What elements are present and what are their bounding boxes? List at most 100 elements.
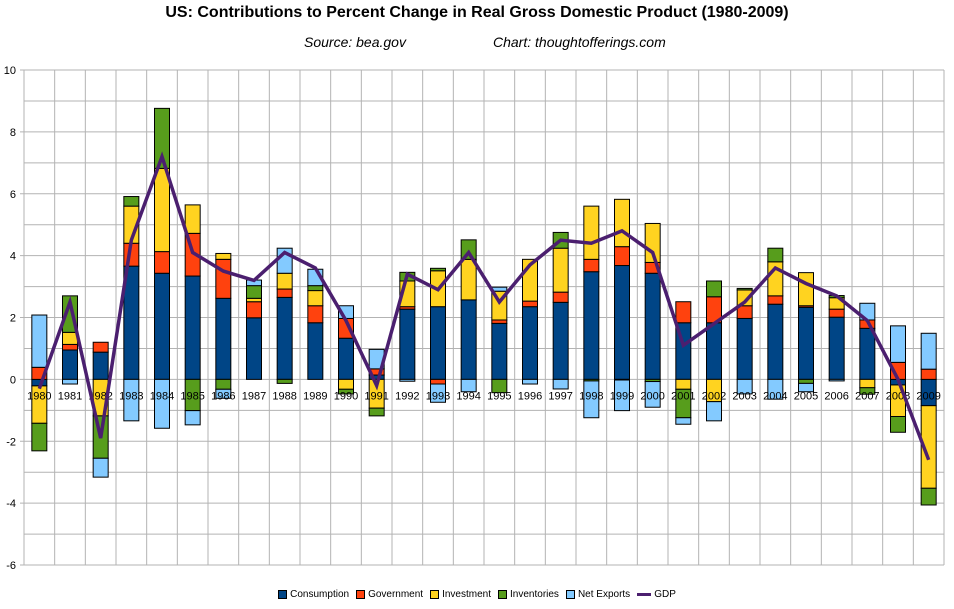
bar-investment-1986 [215,252,232,260]
bar-consumption-1985 [184,275,201,380]
y-tick-label: -6 [6,560,16,572]
bar-consumption-2007 [859,327,876,380]
bar-investment-1997 [552,247,569,293]
bar-net-exports-1980 [31,314,48,368]
bar-government-1984 [154,251,170,274]
bar-investment-1999 [614,198,630,248]
gridlines [23,69,945,566]
bar-consumption-1987 [246,317,262,380]
bar-consumption-2003 [736,317,753,380]
x-tick-label: 1991 [364,390,388,402]
x-tick-label: 1997 [548,390,572,402]
bar-consumption-1990 [338,337,354,380]
x-tick-label: 1984 [150,390,174,402]
bar-government-2009 [920,368,937,380]
bar-consumption-1994 [460,299,477,380]
bar-investment-1998 [583,205,600,260]
bar-investment-2001 [675,378,692,390]
x-tick-label: 1999 [610,390,634,402]
bar-inventories-1991 [368,407,385,417]
y-tick-label: 4 [10,251,16,263]
y-tick-label: -2 [6,436,16,448]
bar-government-2001 [675,301,692,324]
bar-investment-1985 [184,204,201,234]
bar-consumption-1995 [491,322,508,380]
x-tick-label: 2000 [640,390,664,402]
bar-government-1993 [430,378,446,385]
legend-swatch [356,590,366,599]
bar-net-exports-1981 [62,378,78,385]
x-tick-label: 2006 [824,390,848,402]
legend-item-gdp: GDP [637,589,676,600]
bar-inventories-1984 [154,107,170,169]
bar-net-exports-1992 [399,378,416,382]
bar-consumption-1984 [154,272,170,380]
bar-government-2004 [767,295,784,305]
bar-government-1988 [276,288,293,298]
legend-swatch [637,593,652,596]
bar-government-1981 [62,343,78,351]
x-tick-label: 2002 [702,390,726,402]
bar-government-1998 [583,258,600,273]
bar-net-exports-2003 [736,378,753,395]
bar-net-exports-2002 [706,401,722,422]
bar-investment-1981 [62,331,78,345]
x-tick-label: 1996 [518,390,542,402]
bar-government-1995 [491,319,508,324]
x-tick-label: 2007 [855,390,879,402]
legend-item-investment: Investment [430,589,491,600]
x-tick-label: 1992 [395,390,419,402]
x-tick-label: 2004 [763,390,787,402]
y-tick-label: 10 [4,65,16,77]
bar-inventories-1989 [307,285,324,292]
bar-consumption-1981 [62,349,78,380]
bar-investment-1987 [246,297,262,303]
bar-net-exports-1998 [583,380,600,419]
bar-net-exports-1984 [154,378,170,429]
y-axis-ticks: -6 -4 -2 0 2 4 6 8 10 [4,65,24,572]
bar-consumption-1996 [522,306,538,380]
bar-inventories-1987 [246,285,262,299]
bar-investment-2007 [859,378,876,389]
bar-net-exports-1985 [184,410,201,426]
bar-net-exports-2001 [675,417,692,425]
bar-government-1987 [246,301,262,319]
legend-swatch [430,590,440,599]
legend-label: Government [368,589,424,600]
bar-consumption-1989 [307,322,324,380]
bar-inventories-1988 [276,378,293,384]
x-tick-label: 1985 [180,390,204,402]
bar-consumption-1992 [399,308,416,380]
bar-investment-2000 [644,222,661,263]
bar-investment-1988 [276,272,293,290]
bar-investment-1990 [338,378,354,390]
x-tick-label: 1989 [303,390,327,402]
y-tick-label: 8 [10,127,16,139]
x-tick-label: 1987 [242,390,266,402]
y-tick-label: 0 [10,374,16,386]
bar-net-exports-1982 [92,457,109,478]
bar-net-exports-2006 [828,378,845,382]
bar-inventories-2009 [920,487,937,506]
bar-consumption-1998 [583,271,600,380]
bar-government-1982 [92,341,109,353]
bar-investment-2005 [798,272,814,307]
bar-consumption-2002 [706,322,722,380]
bar-inventories-1995 [491,378,508,394]
bar-net-exports-2004 [767,378,784,400]
gdp-line-layer [37,151,931,461]
bar-government-1996 [522,300,538,308]
bar-consumption-1988 [276,296,293,380]
bar-government-1997 [552,291,569,303]
bar-net-exports-1993 [430,383,446,403]
y-tick-label: 6 [10,189,16,201]
legend-label: Inventories [510,589,559,600]
bar-net-exports-2000 [644,381,661,408]
bar-government-1999 [614,246,630,267]
x-tick-label: 1993 [426,390,450,402]
x-axis-labels: 1980 1981 1982 1983 1984 1985 1986 1987 1988 1989… [27,390,941,402]
x-tick-label: 2001 [671,390,695,402]
chart-source: Source: bea.gov [304,34,406,50]
bar-inventories-1986 [215,378,232,390]
bar-net-exports-1986 [215,388,232,399]
